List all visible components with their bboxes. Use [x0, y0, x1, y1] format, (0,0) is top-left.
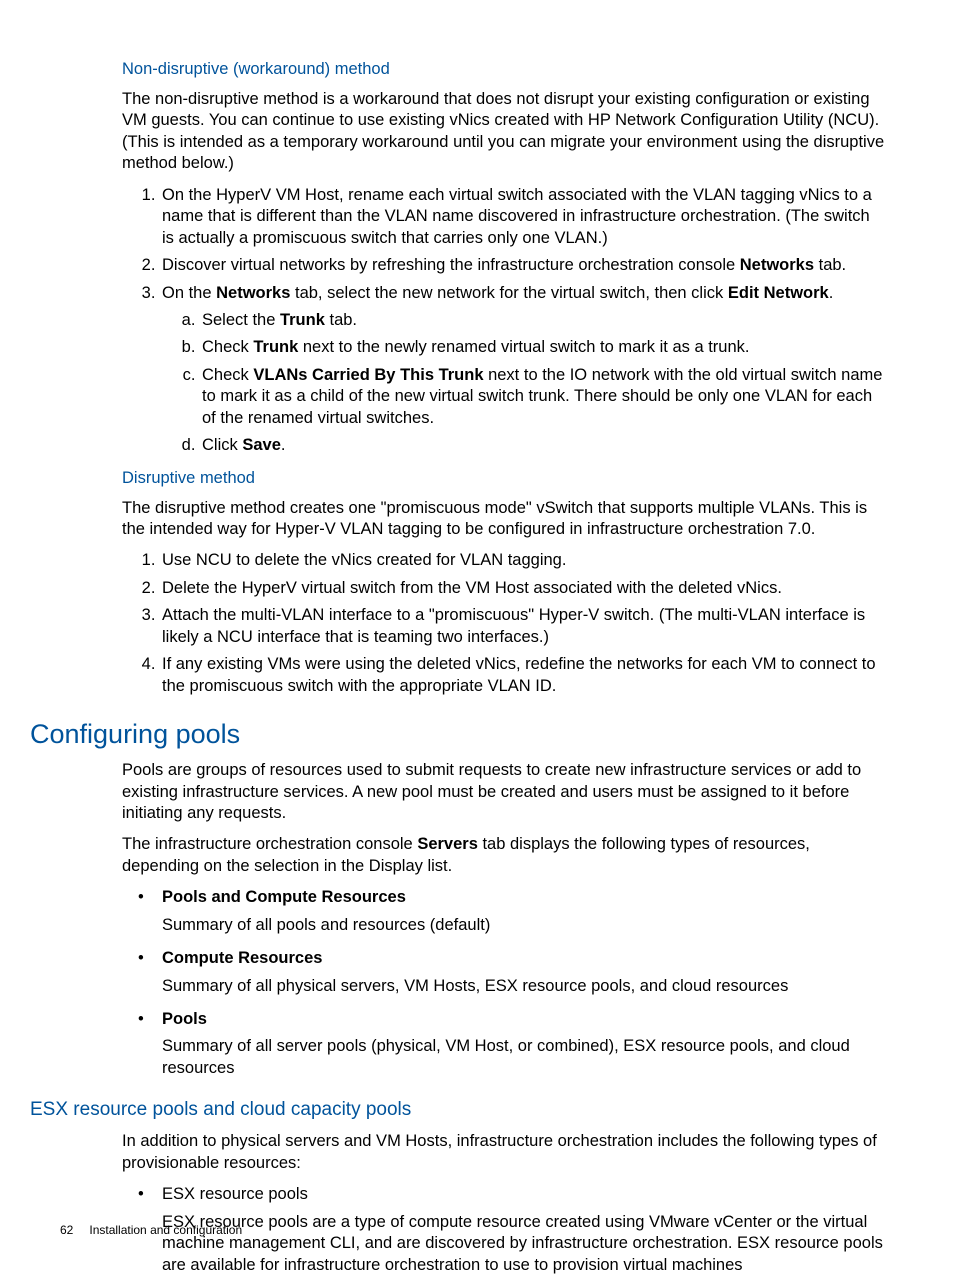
paragraph: The infrastructure orchestration console…: [122, 834, 886, 877]
list-item: Discover virtual networks by refreshing …: [160, 255, 886, 276]
page-footer: 62 Installation and configuration: [60, 1223, 242, 1237]
bold-text: Networks: [216, 284, 290, 302]
bold-text: Save: [242, 436, 281, 454]
list-item: On the Networks tab, select the new netw…: [160, 283, 886, 457]
bold-text: VLANs Carried By This Trunk: [253, 366, 483, 384]
text: The infrastructure orchestration console: [122, 835, 417, 853]
paragraph: In addition to physical servers and VM H…: [122, 1131, 886, 1174]
text: Check: [202, 366, 253, 384]
list-item: Select the Trunk tab.: [200, 310, 886, 331]
list-item: Attach the multi-VLAN interface to a "pr…: [160, 605, 886, 648]
bold-text: Networks: [740, 256, 814, 274]
text: .: [281, 436, 286, 454]
bullet-description: Summary of all pools and resources (defa…: [162, 915, 886, 936]
heading-disruptive: Disruptive method: [122, 469, 886, 488]
text: next to the newly renamed virtual switch…: [298, 338, 749, 356]
heading-configuring-pools: Configuring pools: [30, 719, 886, 750]
list-item: Pools Summary of all server pools (physi…: [160, 1009, 886, 1079]
text: tab.: [325, 311, 357, 329]
paragraph: The non-disruptive method is a workaroun…: [122, 89, 886, 175]
list-item: If any existing VMs were using the delet…: [160, 654, 886, 697]
list-item: Use NCU to delete the vNics created for …: [160, 550, 886, 571]
heading-nondisruptive: Non-disruptive (workaround) method: [122, 60, 886, 79]
document-page: Non-disruptive (workaround) method The n…: [0, 0, 954, 1271]
bold-text: Edit Network: [728, 284, 829, 302]
text: Click: [202, 436, 242, 454]
text: Select the: [202, 311, 280, 329]
list-item: Check Trunk next to the newly renamed vi…: [200, 337, 886, 358]
paragraph: Pools are groups of resources used to su…: [122, 760, 886, 824]
bullet-description: ESX resource pools are a type of compute…: [162, 1212, 886, 1276]
heading-esx-pools: ESX resource pools and cloud capacity po…: [30, 1099, 886, 1121]
page-number: 62: [60, 1223, 73, 1237]
bullet-description: Summary of all server pools (physical, V…: [162, 1036, 886, 1079]
text: .: [829, 284, 834, 302]
content-area: Non-disruptive (workaround) method The n…: [122, 60, 886, 1276]
bullet-title: Pools and Compute Resources: [162, 888, 406, 906]
bullet-title: ESX resource pools: [162, 1185, 308, 1203]
text: tab.: [814, 256, 846, 274]
list-item: Compute Resources Summary of all physica…: [160, 948, 886, 997]
list-item: Click Save.: [200, 435, 886, 456]
list-item: On the HyperV VM Host, rename each virtu…: [160, 185, 886, 249]
bold-text: Servers: [417, 835, 478, 853]
bullet-list: Pools and Compute Resources Summary of a…: [122, 887, 886, 1079]
bold-text: Trunk: [280, 311, 325, 329]
list-item: Check VLANs Carried By This Trunk next t…: [200, 365, 886, 429]
text: Check: [202, 338, 253, 356]
bullet-title: Pools: [162, 1010, 207, 1028]
list-item: Delete the HyperV virtual switch from th…: [160, 578, 886, 599]
alpha-list: Select the Trunk tab. Check Trunk next t…: [162, 310, 886, 457]
list-item: Pools and Compute Resources Summary of a…: [160, 887, 886, 936]
text: On the: [162, 284, 216, 302]
text: tab, select the new network for the virt…: [290, 284, 727, 302]
ordered-list: Use NCU to delete the vNics created for …: [122, 550, 886, 697]
ordered-list: On the HyperV VM Host, rename each virtu…: [122, 185, 886, 457]
bullet-description: Summary of all physical servers, VM Host…: [162, 976, 886, 997]
bullet-title: Compute Resources: [162, 949, 322, 967]
bold-text: Trunk: [253, 338, 298, 356]
footer-title: Installation and configuration: [89, 1223, 242, 1237]
list-item: ESX resource pools ESX resource pools ar…: [160, 1184, 886, 1276]
paragraph: The disruptive method creates one "promi…: [122, 498, 886, 541]
text: Discover virtual networks by refreshing …: [162, 256, 740, 274]
